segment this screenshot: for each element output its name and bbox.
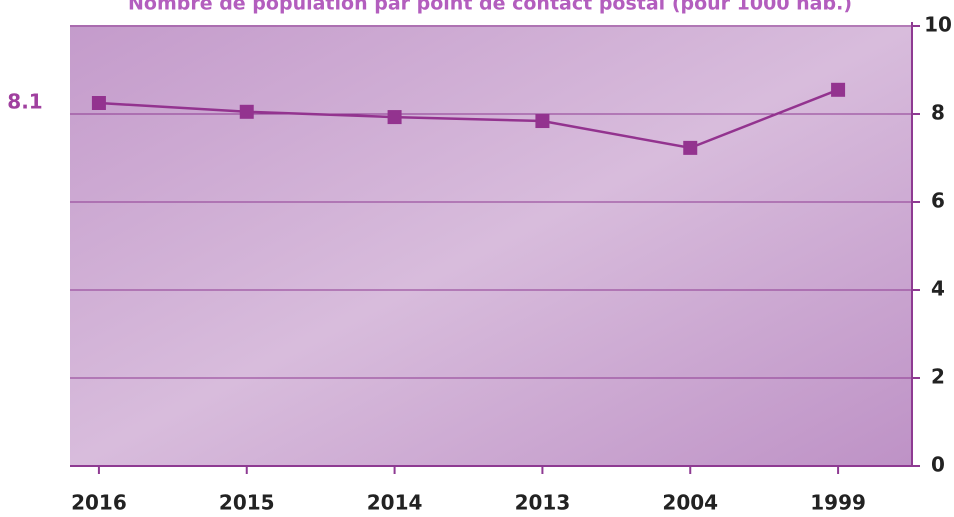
y-tick-label: 2 (931, 365, 945, 389)
point-marker (683, 140, 698, 155)
point-marker (239, 104, 254, 119)
y-tick-label: 8 (931, 101, 945, 125)
y-tick-label: 4 (931, 277, 945, 301)
point-marker (535, 114, 550, 129)
annotation: 8.1 (7, 90, 42, 114)
x-tick-label: 2016 (71, 491, 127, 515)
y-tick-label: 6 (931, 189, 945, 213)
x-tick-label: 1999 (810, 491, 866, 515)
y-tick-label: 10 (924, 13, 952, 37)
plot-background (70, 25, 912, 466)
x-tick-label: 2004 (662, 491, 718, 515)
x-tick-label: 2013 (515, 491, 571, 515)
point-marker (91, 96, 106, 110)
point-marker (831, 82, 846, 97)
chart-title: Nombre de population par point de contac… (128, 0, 852, 15)
y-tick-label: 0 (931, 453, 945, 477)
point-marker (387, 110, 402, 125)
x-tick-label: 2014 (367, 491, 423, 515)
series-line (98, 88, 839, 150)
x-tick-label: 2015 (219, 491, 275, 515)
